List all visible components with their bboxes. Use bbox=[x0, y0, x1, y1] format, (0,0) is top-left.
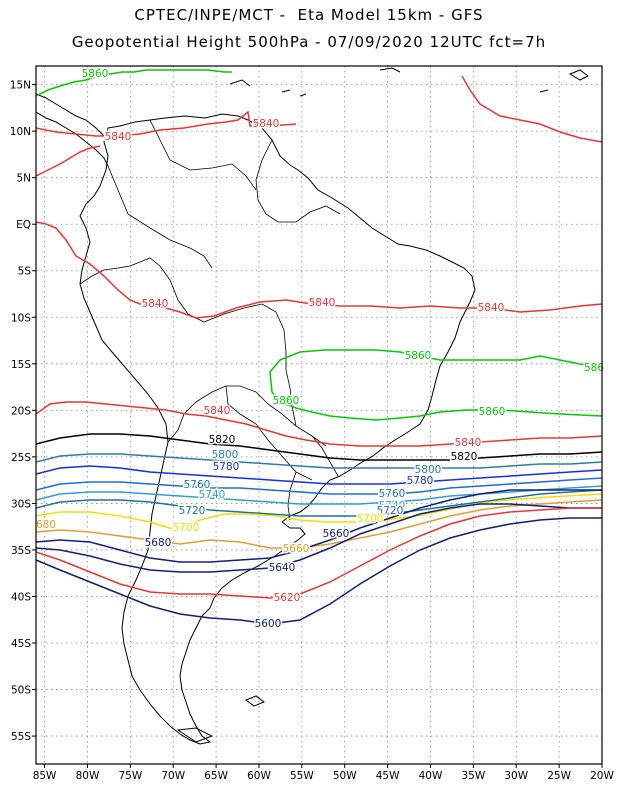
lat-tick-label: 10S bbox=[11, 312, 31, 324]
contour-label: 5860 bbox=[405, 350, 432, 362]
lon-tick-label: 55W bbox=[290, 770, 314, 782]
lon-tick-label: 20W bbox=[590, 770, 614, 782]
map-title-line1: CPTEC/INPE/MCT - Eta Model 15km - GFS bbox=[134, 6, 484, 24]
contour-label: 5860 bbox=[479, 406, 506, 418]
falkland-islands bbox=[244, 695, 266, 707]
contour-label: 5660 bbox=[323, 528, 350, 540]
lat-tick-label: 15N bbox=[10, 80, 31, 92]
lat-tick-label: 15S bbox=[11, 359, 31, 371]
lat-tick-label: 5S bbox=[18, 266, 32, 278]
contour-label: 5800 bbox=[415, 464, 442, 476]
contour-label: 5760 bbox=[379, 488, 406, 500]
lat-tick-label: 50S bbox=[11, 685, 31, 697]
contour-5800 bbox=[36, 453, 602, 469]
contour-label: 5840 bbox=[105, 131, 132, 143]
contour-label: 5840 bbox=[309, 297, 336, 309]
contour-5720 bbox=[36, 489, 602, 517]
contour-5780 bbox=[36, 465, 602, 485]
contour-5680 bbox=[36, 499, 602, 549]
lat-tick-label: 40S bbox=[11, 591, 31, 603]
contour-5840-south bbox=[36, 401, 602, 447]
contour-5740 bbox=[36, 485, 602, 505]
contour-5660 bbox=[36, 489, 602, 563]
contour-label: 5700 bbox=[173, 522, 200, 534]
lat-tick-label: EQ bbox=[16, 219, 31, 231]
lat-tick-label: 20S bbox=[11, 405, 31, 417]
contour-label: 5820 bbox=[209, 434, 236, 446]
contour-label: 5720 bbox=[377, 505, 404, 517]
lon-tick-label: 75W bbox=[118, 770, 142, 782]
lat-tick-label: 10N bbox=[10, 126, 31, 138]
contour-label: 5740 bbox=[199, 489, 226, 501]
contour-label: 5860 bbox=[273, 395, 300, 407]
map-title-line2: Geopotential Height 500hPa - 07/09/2020 … bbox=[71, 33, 547, 51]
contour-label: 586 bbox=[584, 362, 604, 374]
contour-5840-caribbean bbox=[36, 110, 297, 137]
contour-label: 5840 bbox=[253, 118, 280, 130]
lat-lon-grid bbox=[36, 66, 603, 764]
contour-label: 5780 bbox=[407, 475, 434, 487]
lon-tick-label: 40W bbox=[419, 770, 443, 782]
lat-tick-label: 55S bbox=[11, 731, 31, 743]
lon-tick-label: 70W bbox=[161, 770, 185, 782]
tierra-del-fuego bbox=[176, 727, 214, 743]
contour-labels: 5860 5840 5840 5840 5840 5840 5860 5860 5860 586 5… bbox=[34, 67, 605, 632]
contour-label: 5820 bbox=[451, 451, 478, 463]
contour-5640 bbox=[36, 503, 602, 573]
contour-lines bbox=[36, 69, 602, 625]
contour-label: 5860 bbox=[82, 68, 109, 80]
contour-5840-west bbox=[36, 145, 101, 177]
contour-5860-brazil-south bbox=[271, 391, 602, 421]
lat-tick-label: 45S bbox=[11, 638, 31, 650]
contour-5600 bbox=[36, 517, 602, 625]
south-america-coastline bbox=[79, 113, 476, 745]
latitude-tick-labels: 15N 10N 5N EQ 5S 10S 15S 20S 25S 30S 35S 40S 45S 50S 5… bbox=[10, 80, 36, 743]
contour-5860-brazil bbox=[269, 349, 602, 393]
contour-label: 5840 bbox=[455, 437, 482, 449]
contour-label: 5660 bbox=[283, 543, 310, 555]
contour-label: 680 bbox=[36, 519, 56, 531]
contour-label: 5780 bbox=[213, 461, 240, 473]
lon-tick-label: 25W bbox=[547, 770, 571, 782]
map-frame bbox=[35, 65, 603, 765]
lon-tick-label: 80W bbox=[76, 770, 100, 782]
lat-tick-label: 5N bbox=[16, 173, 31, 185]
contour-label: 5680 bbox=[145, 537, 172, 549]
contour-5860-north bbox=[36, 69, 232, 97]
contour-label: 5800 bbox=[212, 449, 239, 461]
lat-tick-label: 35S bbox=[11, 545, 31, 557]
lon-tick-label: 45W bbox=[376, 770, 400, 782]
contour-label: 5620 bbox=[274, 592, 301, 604]
contour-label: 5840 bbox=[142, 298, 169, 310]
contour-label: 5740 bbox=[379, 500, 406, 512]
country-borders bbox=[79, 119, 341, 521]
contour-5840-north bbox=[461, 75, 602, 143]
lon-tick-label: 65W bbox=[204, 770, 228, 782]
contour-label: 5720 bbox=[179, 505, 206, 517]
contour-label: 5700 bbox=[357, 513, 384, 525]
contour-label: 5640 bbox=[269, 562, 296, 574]
caribbean-islands bbox=[229, 67, 589, 97]
contour-label: 5760 bbox=[184, 479, 211, 491]
lat-tick-label: 25S bbox=[11, 452, 31, 464]
contour-5700 bbox=[36, 493, 602, 531]
contour-5820 bbox=[36, 433, 602, 461]
contour-label: 5840 bbox=[204, 405, 231, 417]
lon-tick-label: 60W bbox=[247, 770, 271, 782]
contour-5760 bbox=[36, 477, 602, 495]
contour-label: 5600 bbox=[255, 618, 282, 630]
lon-tick-label: 50W bbox=[333, 770, 357, 782]
lon-tick-label: 35W bbox=[461, 770, 485, 782]
contour-label: 5840 bbox=[478, 302, 505, 314]
longitude-tick-labels: 85W 80W 75W 70W 65W 60W 55W 50W 45W 40W 35W 30W 25W 2… bbox=[33, 764, 614, 782]
lon-tick-label: 30W bbox=[504, 770, 528, 782]
lat-tick-label: 30S bbox=[11, 498, 31, 510]
lon-tick-label: 85W bbox=[33, 770, 57, 782]
contour-5840-equator bbox=[36, 221, 602, 319]
contour-5620 bbox=[36, 507, 602, 599]
